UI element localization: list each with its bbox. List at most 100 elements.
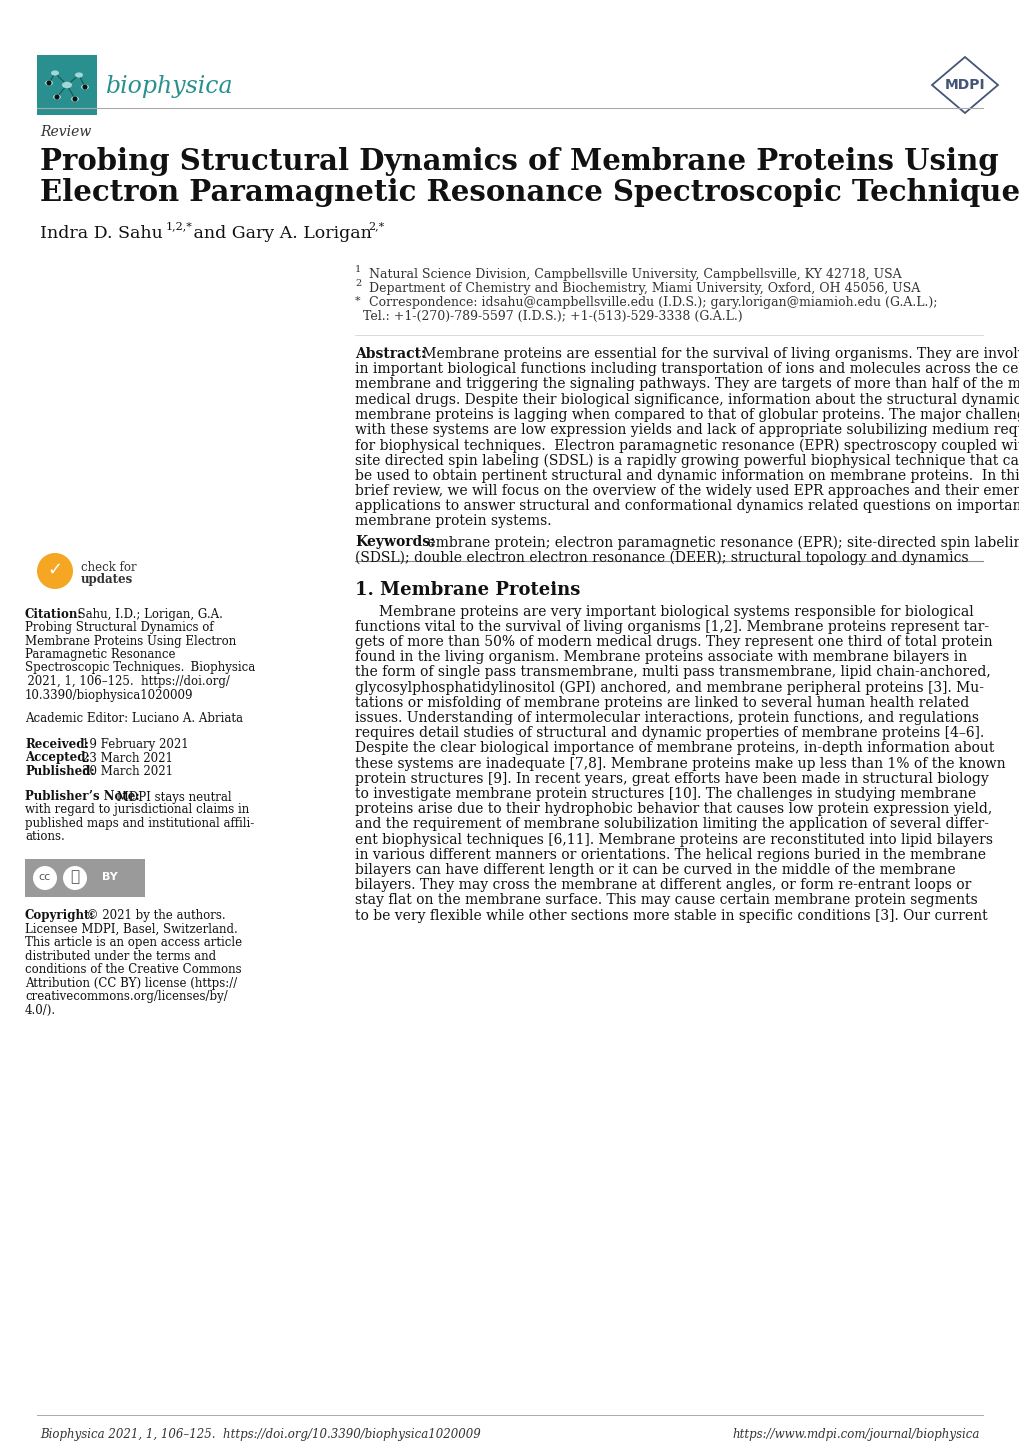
Text: Review: Review	[40, 125, 91, 138]
Text: Tel.: +1-(270)-789-5597 (I.D.S.); +1-(513)-529-3338 (G.A.L.): Tel.: +1-(270)-789-5597 (I.D.S.); +1-(51…	[355, 310, 742, 323]
Circle shape	[37, 552, 73, 588]
Text: https://www.mdpi.com/journal/biophysica: https://www.mdpi.com/journal/biophysica	[732, 1428, 979, 1441]
Text: Accepted:: Accepted:	[25, 751, 90, 764]
Text: © 2021 by the authors.: © 2021 by the authors.	[83, 908, 225, 921]
Text: distributed under the terms and: distributed under the terms and	[25, 949, 216, 962]
Text: Copyright:: Copyright:	[25, 908, 95, 921]
Text: bilayers. They may cross the membrane at different angles, or form re-entrant lo: bilayers. They may cross the membrane at…	[355, 878, 970, 893]
Text: applications to answer structural and conformational dynamics related questions : applications to answer structural and co…	[355, 499, 1019, 513]
Text: Electron Paramagnetic Resonance Spectroscopic Techniques: Electron Paramagnetic Resonance Spectros…	[40, 177, 1019, 208]
Text: Natural Science Division, Campbellsville University, Campbellsville, KY 42718, U: Natural Science Division, Campbellsville…	[361, 268, 901, 281]
Text: proteins arise due to their hydrophobic behavior that causes low protein express: proteins arise due to their hydrophobic …	[355, 802, 991, 816]
Text: Membrane proteins are essential for the survival of living organisms. They are i: Membrane proteins are essential for the …	[418, 348, 1019, 360]
Text: Citation:: Citation:	[25, 609, 83, 622]
Text: Paramagnetic Resonance: Paramagnetic Resonance	[25, 647, 175, 660]
Text: Received:: Received:	[25, 738, 89, 751]
Text: 1,2,*: 1,2,*	[166, 221, 193, 231]
Text: stay flat on the membrane surface. This may cause certain membrane protein segme: stay flat on the membrane surface. This …	[355, 894, 977, 907]
Text: glycosylphosphatidylinositol (GPI) anchored, and membrane peripheral proteins [3: glycosylphosphatidylinositol (GPI) ancho…	[355, 681, 983, 695]
Text: ations.: ations.	[25, 831, 64, 844]
Bar	[25, 859, 145, 897]
Text: Spectroscopic Techniques.  Biophysica: Spectroscopic Techniques. Biophysica	[25, 662, 255, 675]
Text: Publisher’s Note:: Publisher’s Note:	[25, 790, 140, 803]
Circle shape	[47, 81, 51, 85]
Bar	[37, 55, 97, 115]
Text: in various different manners or orientations. The helical regions buried in the : in various different manners or orientat…	[355, 848, 985, 862]
Text: *: *	[355, 296, 361, 306]
Ellipse shape	[45, 81, 53, 85]
Text: BY: BY	[102, 872, 118, 883]
Text: and Gary A. Lorigan: and Gary A. Lorigan	[187, 225, 377, 242]
Text: be used to obtain pertinent structural and dynamic information on membrane prote: be used to obtain pertinent structural a…	[355, 469, 1019, 483]
Text: these systems are inadequate [7,8]. Membrane proteins make up less than 1% of th: these systems are inadequate [7,8]. Memb…	[355, 757, 1005, 770]
Text: Indra D. Sahu: Indra D. Sahu	[40, 225, 168, 242]
Ellipse shape	[71, 97, 78, 101]
Circle shape	[72, 97, 77, 101]
Text: membrane protein systems.: membrane protein systems.	[355, 515, 551, 528]
Ellipse shape	[62, 82, 72, 88]
Ellipse shape	[75, 72, 83, 78]
Circle shape	[54, 95, 59, 99]
Text: MDPI stays neutral: MDPI stays neutral	[113, 790, 231, 803]
Ellipse shape	[81, 85, 89, 89]
Text: Published:: Published:	[25, 766, 95, 779]
Text: published maps and institutional affili-: published maps and institutional affili-	[25, 818, 254, 831]
Circle shape	[33, 867, 57, 890]
Text: tations or misfolding of membrane proteins are linked to several human health re: tations or misfolding of membrane protei…	[355, 696, 968, 709]
Text: check for: check for	[81, 561, 137, 574]
Text: updates: updates	[81, 572, 133, 585]
Text: Department of Chemistry and Biochemistry, Miami University, Oxford, OH 45056, US: Department of Chemistry and Biochemistry…	[361, 283, 919, 296]
Text: Academic Editor: Luciano A. Abriata: Academic Editor: Luciano A. Abriata	[25, 712, 243, 725]
Text: 2,*: 2,*	[368, 221, 384, 231]
Text: conditions of the Creative Commons: conditions of the Creative Commons	[25, 963, 242, 976]
Text: medical drugs. Despite their biological significance, information about the stru: medical drugs. Despite their biological …	[355, 392, 1019, 407]
Text: 30 March 2021: 30 March 2021	[82, 766, 173, 779]
Circle shape	[63, 867, 87, 890]
Text: Biophysica 2021, 1, 106–125.  https://doi.org/10.3390/biophysica1020009: Biophysica 2021, 1, 106–125. https://doi…	[40, 1428, 480, 1441]
Text: Ⓘ: Ⓘ	[70, 870, 79, 884]
Text: protein structures [9]. In recent years, great efforts have been made in structu: protein structures [9]. In recent years,…	[355, 771, 987, 786]
Text: ✓: ✓	[48, 561, 62, 580]
Text: to investigate membrane protein structures [10]. The challenges in studying memb: to investigate membrane protein structur…	[355, 787, 975, 800]
Text: and the requirement of membrane solubilization limiting the application of sever: and the requirement of membrane solubili…	[355, 818, 988, 832]
Text: membrane proteins is lagging when compared to that of globular proteins. The maj: membrane proteins is lagging when compar…	[355, 408, 1019, 423]
Text: 19 February 2021: 19 February 2021	[82, 738, 189, 751]
Text: membrane and triggering the signaling pathways. They are targets of more than ha: membrane and triggering the signaling pa…	[355, 378, 1019, 391]
Text: brief review, we will focus on the overview of the widely used EPR approaches an: brief review, we will focus on the overv…	[355, 485, 1019, 497]
Text: Membrane proteins are very important biological systems responsible for biologic: Membrane proteins are very important bio…	[379, 604, 973, 619]
Text: MDPI: MDPI	[944, 78, 984, 92]
Text: biophysica: biophysica	[106, 75, 233, 98]
Ellipse shape	[53, 94, 61, 99]
Text: to be very flexible while other sections more stable in specific conditions [3].: to be very flexible while other sections…	[355, 908, 986, 923]
Text: Licensee MDPI, Basel, Switzerland.: Licensee MDPI, Basel, Switzerland.	[25, 923, 237, 936]
Text: 10.3390/biophysica1020009: 10.3390/biophysica1020009	[25, 688, 194, 701]
Text: ent biophysical techniques [6,11]. Membrane proteins are reconstituted into lipi: ent biophysical techniques [6,11]. Membr…	[355, 832, 993, 846]
Text: This article is an open access article: This article is an open access article	[25, 936, 242, 949]
Text: embrane protein; electron paramagnetic resonance (EPR); site-directed spin label: embrane protein; electron paramagnetic r…	[423, 535, 1019, 549]
Circle shape	[83, 85, 88, 89]
Text: Probing Structural Dynamics of Membrane Proteins Using: Probing Structural Dynamics of Membrane …	[40, 147, 998, 176]
Text: the form of single pass transmembrane, multi pass transmembrane, lipid chain-anc: the form of single pass transmembrane, m…	[355, 665, 989, 679]
Text: with regard to jurisdictional claims in: with regard to jurisdictional claims in	[25, 803, 249, 816]
Text: Abstract:: Abstract:	[355, 348, 426, 360]
Text: gets of more than 50% of modern medical drugs. They represent one third of total: gets of more than 50% of modern medical …	[355, 634, 991, 649]
Text: Correspondence: idsahu@campbellsville.edu (I.D.S.); gary.lorigan@miamioh.edu (G.: Correspondence: idsahu@campbellsville.ed…	[361, 296, 937, 309]
Text: Probing Structural Dynamics of: Probing Structural Dynamics of	[25, 622, 213, 634]
Text: found in the living organism. Membrane proteins associate with membrane bilayers: found in the living organism. Membrane p…	[355, 650, 966, 665]
Text: (SDSL); double electron electron resonance (DEER); structural topology and dynam: (SDSL); double electron electron resonan…	[355, 551, 968, 565]
Text: 2: 2	[355, 278, 361, 288]
Text: Sahu, I.D.; Lorigan, G.A.: Sahu, I.D.; Lorigan, G.A.	[70, 609, 223, 622]
Text: 2021, 1, 106–125.  https://doi.org/: 2021, 1, 106–125. https://doi.org/	[25, 675, 229, 688]
Text: Despite the clear biological importance of membrane proteins, in-depth informati: Despite the clear biological importance …	[355, 741, 994, 756]
Text: functions vital to the survival of living organisms [1,2]. Membrane proteins rep: functions vital to the survival of livin…	[355, 620, 988, 634]
Text: 23 March 2021: 23 March 2021	[82, 751, 172, 764]
Text: 1: 1	[355, 265, 361, 274]
Text: issues. Understanding of intermolecular interactions, protein functions, and reg: issues. Understanding of intermolecular …	[355, 711, 978, 725]
Text: in important biological functions including transportation of ions and molecules: in important biological functions includ…	[355, 362, 1019, 376]
Text: 1. Membrane Proteins: 1. Membrane Proteins	[355, 581, 580, 598]
Text: bilayers can have different length or it can be curved in the middle of the memb: bilayers can have different length or it…	[355, 862, 955, 877]
Text: cc: cc	[39, 872, 51, 883]
Text: site directed spin labeling (SDSL) is a rapidly growing powerful biophysical tec: site directed spin labeling (SDSL) is a …	[355, 453, 1019, 467]
Text: Attribution (CC BY) license (https://: Attribution (CC BY) license (https://	[25, 976, 237, 989]
Text: Membrane Proteins Using Electron: Membrane Proteins Using Electron	[25, 634, 236, 647]
